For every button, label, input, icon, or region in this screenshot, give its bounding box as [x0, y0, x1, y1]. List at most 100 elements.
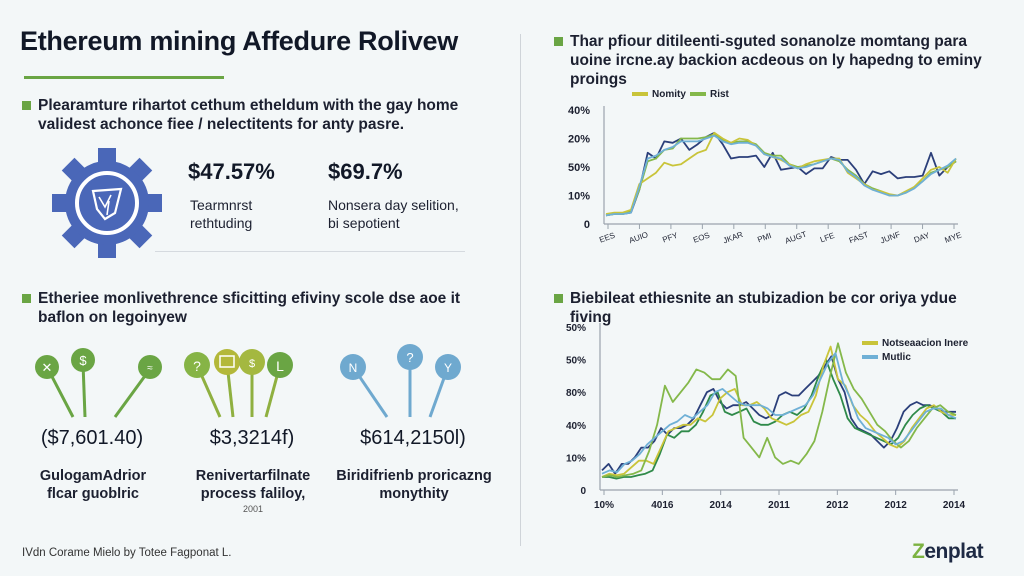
y-tick-label: 40%	[568, 105, 590, 117]
stat-label-1: Tearmnrst rethtuding	[190, 196, 252, 232]
right-section2-text: Biebileat ethiesnite an stubizadion be c…	[570, 290, 957, 326]
series-line	[605, 133, 957, 217]
svg-text:✕: ✕	[42, 360, 53, 375]
legend-label: Mutlic	[882, 352, 911, 363]
key-pin-icon: ?	[397, 344, 423, 370]
x-tick-label: 2012	[885, 500, 908, 511]
x-tick-label: EES	[598, 231, 616, 245]
x-tick-label: FAST	[848, 230, 870, 245]
legend-swatch	[632, 92, 648, 96]
brand-logo: Zenplat	[912, 540, 984, 564]
stat-label-2-line1: Nonsera day selition,	[328, 197, 459, 213]
series-line	[601, 342, 957, 478]
letter-l-pin-icon: L	[267, 352, 293, 378]
series-line	[602, 358, 956, 480]
series-line	[601, 352, 957, 475]
x-tick-label: 2014	[710, 500, 733, 511]
window-pin-icon	[214, 349, 240, 375]
bullet-icon	[554, 294, 563, 303]
legend-swatch	[862, 341, 878, 345]
bullet-icon	[22, 101, 31, 110]
x-tick-label: 4016	[651, 500, 674, 511]
coins-pin-icon: $	[239, 349, 265, 375]
amount-1: ($7,601.40)	[40, 427, 144, 449]
y-tick-label: 50%	[566, 323, 586, 334]
x-tick-label: 2011	[768, 500, 790, 511]
group-label-3-line1: Biridifrienb proricazng	[336, 468, 492, 484]
group-label-2-line1: Renivertarfilnate	[195, 468, 311, 484]
stat-label-2-line2: bi sepotient	[328, 215, 400, 231]
bullet-icon	[554, 37, 563, 46]
svg-text:≈: ≈	[147, 363, 153, 374]
stat-value-2: $69.7%	[328, 159, 403, 184]
svg-text:?: ?	[406, 350, 413, 365]
group-note-2: 2001	[242, 504, 264, 514]
intro-text: Plearamture rihartot cethum etheldum wit…	[38, 97, 459, 133]
stat-label-1-line2: rethtuding	[190, 215, 253, 231]
footer-credit: IVdn Corame Mielo by Totee Fagponat L.	[22, 547, 232, 559]
pins-illustration: ✕ $ ≈ ? $ L N ? Y	[35, 344, 461, 418]
x-tick-label: AUGT	[784, 230, 808, 246]
x-tick-label: 2014	[943, 500, 966, 511]
column-divider	[520, 34, 521, 546]
x-tick-label: 10%	[594, 500, 614, 511]
right-section1-text: Thar pfiour ditileenti-sguted sonanolze …	[570, 33, 982, 88]
group-label-2: Renivertarfilnate process faliloy,	[168, 467, 338, 503]
intro-paragraph: Plearamture rihartot cethum etheldum wit…	[22, 96, 462, 134]
dollar-pin-icon: $	[71, 348, 95, 372]
stat-value-1: $47.57%	[188, 159, 275, 184]
y-tick-label: 50%	[566, 356, 586, 367]
right-section1-paragraph: Thar pfiour ditileenti-sguted sonanolze …	[554, 32, 994, 89]
gear-icon	[52, 148, 162, 258]
svg-text:N: N	[349, 361, 358, 375]
title-underline	[24, 76, 224, 79]
logo-mark: Z	[912, 540, 925, 563]
logo-text: enplat	[924, 540, 984, 563]
series-line	[601, 345, 956, 478]
y-tick-label: 50%	[568, 162, 590, 174]
legend-swatch	[862, 355, 878, 359]
x-tick-label: PMI	[756, 231, 772, 244]
x-tick-label: MYE	[943, 230, 962, 244]
series-line	[605, 134, 957, 217]
svg-text:L: L	[276, 358, 284, 374]
x-tick-label: EOS	[692, 231, 711, 245]
y-tick-label: 10%	[568, 191, 590, 203]
y-tick-label: 10%	[566, 453, 586, 464]
stat-label-2: Nonsera day selition, bi sepotient	[328, 196, 459, 232]
group-label-1-line2: flcar guoblric	[47, 486, 139, 502]
question-pin-icon: ?	[184, 352, 210, 378]
page-title: Ethereum mining Affedure Rolivew	[20, 26, 458, 56]
pin-icon-3: ≈	[138, 355, 162, 379]
chart-top: 0 10% 50% 20% 40% EES AUIO PFY EOS JKAR PMI AUGT LFE…	[568, 89, 963, 246]
stats-divider	[155, 251, 465, 252]
legend-swatch	[690, 92, 706, 96]
section2-paragraph: Etheriee monlivethrence sficitting efivi…	[22, 289, 472, 327]
bullet-icon	[22, 294, 31, 303]
x-tick-label: AUIO	[628, 230, 649, 245]
x-tick-label: PFY	[661, 231, 679, 245]
section2-text: Etheriee monlivethrence sficitting efivi…	[38, 290, 461, 326]
x-tick-label: LFE	[819, 231, 836, 244]
group-label-2-line2: process faliloy,	[200, 486, 306, 502]
svg-text:?: ?	[193, 358, 201, 374]
group-label-3-line2: monythity	[379, 486, 449, 502]
series-line	[605, 131, 957, 217]
group-label-1: GulogamAdrior flcar guoblric	[8, 467, 178, 503]
svg-text:$: $	[79, 353, 87, 368]
x-tick-label: JUNF	[879, 230, 901, 245]
pin-icon-blue-1: N	[340, 354, 366, 380]
group-label-3: Biridifrienb proricazng monythity	[329, 467, 499, 503]
y-tick-label: 0	[580, 486, 586, 497]
legend-label: Nomity	[652, 89, 686, 100]
y-tick-label: 0	[584, 219, 590, 231]
x-tick-label: DAY	[913, 230, 932, 244]
pin-icon-blue-3: Y	[435, 354, 461, 380]
svg-text:Y: Y	[444, 361, 452, 375]
group-label-1-line1: GulogamAdrior	[39, 468, 147, 484]
amount-3: $614,2150l)	[360, 427, 466, 449]
pin-icon-1: ✕	[35, 355, 59, 379]
y-tick-label: 80%	[566, 388, 586, 399]
amount-2: $3,3214f)	[209, 427, 295, 449]
y-tick-label: 40%	[566, 421, 586, 432]
